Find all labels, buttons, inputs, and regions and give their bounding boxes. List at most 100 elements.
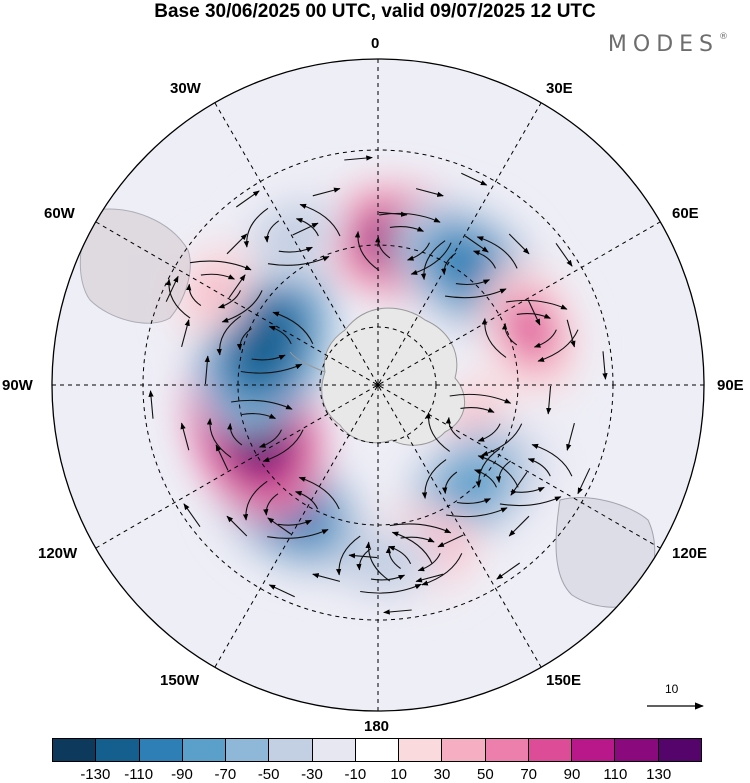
wind-streamline <box>226 515 248 537</box>
reference-arrow-icon <box>647 702 704 710</box>
brand-logo: MODES® <box>608 32 728 57</box>
longitude-label-180: 180 <box>364 718 390 735</box>
wind-streamline <box>217 290 242 309</box>
antarctica-landmass <box>289 307 466 446</box>
wind-streamline <box>344 155 373 161</box>
wind-streamline <box>527 458 551 477</box>
wind-streamline <box>268 325 292 345</box>
longitude-label-30w: 30W <box>170 80 201 97</box>
wind-streamline <box>421 553 463 586</box>
wind-streamline <box>555 242 573 267</box>
wind-streamline <box>216 315 242 356</box>
colorbar-tick-label: -70 <box>214 766 237 783</box>
wind-streamline <box>262 429 304 462</box>
wind-streamline <box>298 476 340 510</box>
wind-streamline <box>227 422 243 446</box>
wind-streamline <box>241 413 277 420</box>
wind-streamline <box>461 172 488 186</box>
colorbar-tick-label: 10 <box>390 766 407 783</box>
wind-streamline <box>263 493 279 516</box>
colorbar-tick-label: -130 <box>80 766 111 783</box>
wind-streamline <box>481 423 523 456</box>
graticule <box>52 59 704 711</box>
colorbar-bin <box>615 739 659 761</box>
wind-streamline <box>242 480 268 521</box>
longitude-label-0: 0 <box>371 35 380 52</box>
wind-streamline <box>235 190 260 208</box>
wind-streamline <box>268 584 295 598</box>
wind-streamline <box>335 535 361 576</box>
colorbar-bin <box>399 739 443 761</box>
wind-streamline <box>537 329 579 362</box>
colorbar-tick-label: 50 <box>476 766 494 783</box>
wind-streamline <box>388 545 412 565</box>
longitude-label-150w: 150W <box>160 672 200 689</box>
colorbar-bin <box>442 739 486 761</box>
wind-streamline <box>378 211 408 217</box>
wind-streamline <box>294 491 319 510</box>
wind-streamline <box>267 528 329 539</box>
wind-streamline <box>181 319 190 348</box>
wind-streamline <box>190 260 252 271</box>
wind-streamline <box>354 230 380 271</box>
wind-streamline <box>510 471 528 496</box>
wind-streamline <box>165 278 191 319</box>
wind-streamline <box>186 283 202 307</box>
longitude-label-150e: 150E <box>546 672 582 689</box>
wind-streamline <box>473 469 498 488</box>
colorbar-bin <box>269 739 313 761</box>
wind-streamline <box>221 290 263 323</box>
wind-streamline <box>204 355 210 385</box>
wind-streamline <box>505 299 568 310</box>
longitude-label-120e: 120E <box>672 545 708 562</box>
colorbar-bin <box>53 739 97 761</box>
wind-streamline <box>449 393 512 404</box>
colorbar <box>52 738 702 762</box>
wind-streamline <box>566 422 575 451</box>
wind-streamline <box>410 242 452 275</box>
wind-streamline <box>389 226 425 232</box>
wind-streamline <box>460 407 495 413</box>
colorbar-tick-label: -30 <box>301 766 323 783</box>
wind-streamline <box>180 422 190 451</box>
colorbar-bin <box>572 739 616 761</box>
brand-name: MODES <box>607 32 719 57</box>
wind-streamline <box>527 299 541 326</box>
registered-mark: ® <box>719 32 728 42</box>
wind-streamline <box>312 573 341 582</box>
wind-streamline <box>295 218 319 237</box>
colorbar-bin <box>312 739 356 761</box>
negative-anomaly-lobe <box>357 545 411 583</box>
wind-streamline <box>299 203 341 237</box>
wind-streamline <box>508 515 530 537</box>
wind-streamline <box>165 275 179 302</box>
wind-streamline <box>495 460 512 483</box>
colorbar-tick-label: 30 <box>433 766 451 783</box>
wind-streamline <box>464 235 489 253</box>
wind-streamline <box>267 255 330 266</box>
colorbar-bin <box>226 739 270 761</box>
wind-streamline <box>566 319 576 348</box>
wind-streamline <box>312 187 341 197</box>
colorbar-bin <box>528 739 573 761</box>
wind-streamline <box>496 562 521 580</box>
longitude-label-60e: 60E <box>672 205 699 222</box>
wind-streamline <box>215 444 229 471</box>
wind-streamline <box>278 246 313 253</box>
colorbar-tick-label: -110 <box>124 766 154 783</box>
wind-streamline <box>348 553 378 559</box>
wind-streamline <box>272 311 314 345</box>
wind-vectors <box>148 155 608 615</box>
wind-streamline <box>445 416 461 440</box>
wind-streamline <box>231 399 293 410</box>
wind-streamline <box>389 523 452 534</box>
wind-streamline <box>251 354 286 361</box>
wind-streamline <box>415 188 444 197</box>
wind-streamline <box>499 496 562 507</box>
map-boundary <box>51 58 705 712</box>
colorbar-tick-label: -10 <box>344 766 367 783</box>
wind-streamline <box>243 207 269 248</box>
wind-streamline <box>421 459 447 499</box>
wind-streamline <box>533 329 557 348</box>
wind-streamline <box>267 517 292 535</box>
